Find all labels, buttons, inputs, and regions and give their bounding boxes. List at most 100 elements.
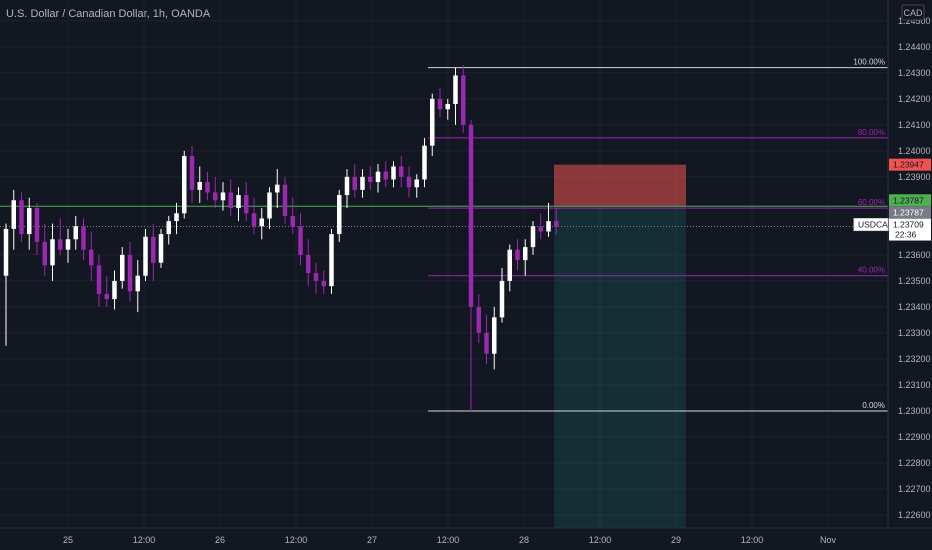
candle-37 (290, 197, 295, 235)
candle-39 (306, 239, 311, 287)
fib-label-2: 60.00% (858, 198, 885, 207)
price-tick-6: 1.23900 (898, 172, 931, 182)
candle-26 (205, 171, 210, 201)
candle-6 (50, 223, 55, 281)
candle-51 (399, 156, 404, 188)
candle-55 (430, 93, 435, 157)
candle-49 (383, 161, 388, 188)
position-zones (554, 164, 686, 529)
currency-label: CAD (903, 8, 923, 18)
candle-22 (174, 202, 179, 235)
price-tick-4: 1.24100 (898, 120, 931, 130)
candle-58 (453, 67, 458, 125)
price-tick-1: 1.24400 (898, 42, 931, 52)
candle-31 (244, 182, 249, 222)
candle-0 (3, 223, 9, 346)
fib-label-0: 100.00% (853, 58, 885, 67)
candle-48 (375, 163, 381, 193)
price-axis: 1.24500 1.24400 1.24300 1.24200 1.24100 1.240… (898, 16, 931, 520)
candle-9 (73, 215, 78, 250)
price-tick-14: 1.22900 (898, 432, 931, 442)
candle-66 (515, 239, 520, 271)
candle-12 (96, 254, 102, 307)
candle-44 (344, 169, 350, 209)
candle-54 (422, 137, 427, 188)
candle-17 (135, 260, 140, 313)
candle-71 (554, 208, 559, 235)
candle-70 (546, 202, 551, 237)
candle-35 (275, 169, 280, 209)
candle-27 (213, 176, 218, 209)
price-tick-16: 1.22700 (898, 484, 931, 494)
price-tick-9: 1.23400 (898, 302, 931, 312)
time-tick-8: 29 (671, 535, 681, 545)
price-tick-15: 1.22800 (898, 458, 931, 468)
candle-46 (360, 169, 365, 198)
candle-50 (391, 161, 396, 188)
take-profit-zone (554, 206, 686, 529)
last-price-label: 1.23709 (893, 220, 924, 230)
fib-label-4: 0.00% (862, 401, 885, 410)
price-tick-13: 1.23000 (898, 406, 931, 416)
candle-16 (127, 241, 133, 302)
chart-title: U.S. Dollar / Canadian Dollar, 1h, OANDA (6, 8, 211, 20)
candle-20 (158, 228, 164, 268)
candle-47 (368, 166, 373, 190)
candles (3, 65, 559, 411)
candle-28 (220, 182, 226, 211)
candle-41 (321, 270, 326, 294)
price-tick-5: 1.24000 (898, 146, 931, 156)
time-tick-3: 12:00 (285, 535, 308, 545)
candle-21 (166, 215, 171, 245)
candle-68 (530, 221, 536, 255)
price-tick-0: 1.24500 (898, 16, 931, 26)
candle-13 (104, 275, 109, 307)
candle-23 (182, 150, 187, 219)
candle-33 (259, 208, 264, 240)
fib-label-1: 80.00% (858, 128, 885, 137)
candle-57 (445, 98, 450, 120)
time-tick-10: Nov (820, 535, 837, 545)
candle-8 (65, 228, 71, 263)
price-tick-8: 1.23500 (898, 276, 931, 286)
time-axis: 25 12:00 26 12:00 27 12:00 28 12:00 29 12:00 Nov (63, 535, 837, 545)
time-tick-0: 25 (63, 535, 73, 545)
time-tick-4: 27 (367, 535, 377, 545)
candle-25 (197, 166, 202, 203)
candle-67 (523, 239, 528, 276)
currency-badge[interactable]: CAD (901, 4, 925, 21)
candle-53 (414, 174, 419, 198)
price-tick-17: 1.22600 (898, 510, 931, 520)
time-tick-6: 28 (519, 535, 529, 545)
time-tick-2: 26 (215, 535, 225, 545)
time-tick-5: 12:00 (437, 535, 460, 545)
candle-38 (298, 213, 303, 266)
candle-32 (251, 197, 257, 235)
entry-price-tag-2: 1.23787 (889, 206, 931, 219)
countdown-label: 22:36 (895, 230, 917, 240)
candle-3 (27, 197, 32, 250)
candle-52 (406, 166, 412, 198)
stop-loss-zone (554, 164, 686, 207)
candle-15 (120, 247, 125, 289)
candle-30 (236, 187, 241, 222)
candle-69 (538, 213, 543, 240)
candle-29 (228, 179, 233, 216)
entry-price-tag: 1.23787 (889, 194, 931, 207)
candle-61 (476, 293, 481, 344)
candle-24 (189, 145, 195, 203)
time-tick-1: 12:00 (133, 535, 156, 545)
svg-text:1.23947: 1.23947 (893, 160, 924, 170)
price-tick-2: 1.24300 (898, 68, 931, 78)
candle-59 (461, 65, 466, 133)
candle-2 (19, 192, 24, 242)
candle-60 (468, 119, 474, 411)
candle-45 (352, 163, 357, 198)
time-tick-7: 12:00 (589, 535, 612, 545)
svg-text:1.23787: 1.23787 (893, 207, 924, 217)
candle-10 (81, 218, 86, 261)
